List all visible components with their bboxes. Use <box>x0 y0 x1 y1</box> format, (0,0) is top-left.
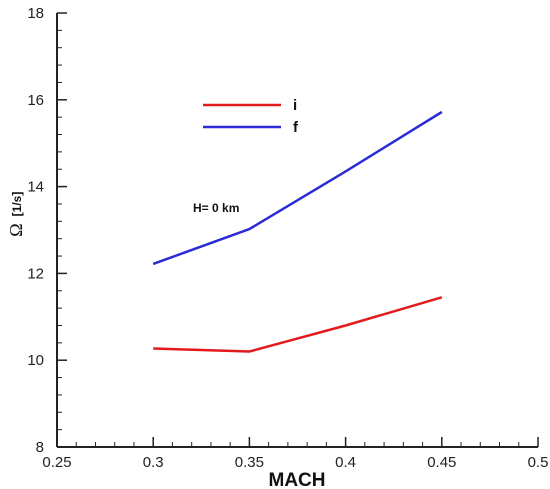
y-axis-title-unit: [1/s] <box>10 192 24 217</box>
y-tick-label: 16 <box>27 92 44 109</box>
series-line-i <box>153 296 443 353</box>
x-tick-label: 0.4 <box>335 454 356 471</box>
legend-label-f: f <box>293 119 299 136</box>
y-axis-title: Ω [1/s] <box>6 192 26 237</box>
minor-ticks <box>56 12 539 448</box>
x-tick-label: 0.25 <box>42 454 71 471</box>
y-tick-label: 14 <box>27 179 44 196</box>
series-line-f <box>152 110 443 266</box>
legend-label-i: i <box>293 97 297 114</box>
series-lines <box>152 110 443 353</box>
legend: i f <box>203 97 299 136</box>
y-tick-label: 12 <box>27 265 44 282</box>
major-ticks <box>56 12 539 448</box>
x-tick-label: 0.3 <box>143 454 164 471</box>
x-tick-label: 0.45 <box>427 454 456 471</box>
y-tick-label: 10 <box>27 352 44 369</box>
x-axis-title: MACH <box>269 470 326 489</box>
x-tick-label: 0.5 <box>528 454 549 471</box>
y-tick-label: 8 <box>36 439 44 456</box>
tick-labels: 0.25 0.3 0.35 0.4 0.45 0.5 8 10 12 14 16 18 <box>27 5 548 471</box>
x-tick-label: 0.35 <box>235 454 264 471</box>
y-axis-title-symbol: Ω <box>6 223 26 236</box>
y-tick-label: 18 <box>27 5 44 22</box>
annotation-altitude: H= 0 km <box>193 201 239 215</box>
